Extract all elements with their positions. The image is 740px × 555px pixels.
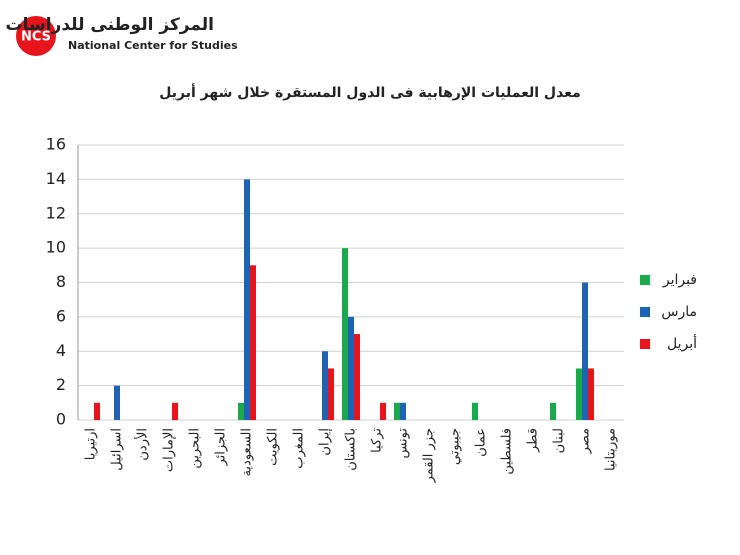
bar: [472, 402, 478, 420]
legend-label: فبراير: [662, 272, 697, 288]
legend-label: أبريل: [667, 334, 697, 352]
x-tick-label: الأردن: [134, 428, 151, 461]
bar: [250, 265, 256, 420]
x-tick-label: المغرب: [292, 428, 307, 469]
bar: [342, 248, 348, 420]
bar: [172, 402, 178, 420]
bar: [394, 402, 400, 420]
legend-swatch: [640, 339, 650, 349]
x-tick-label: تركيا: [370, 428, 385, 453]
x-tick-label: إيران: [318, 428, 333, 456]
y-tick-label: 14: [46, 169, 66, 188]
legend-label: مارس: [661, 304, 697, 320]
x-tick-label: الجزائر: [214, 428, 229, 467]
x-tick-label: موريتانيا: [604, 428, 619, 471]
y-tick-label: 2: [56, 375, 66, 394]
x-tick-label: عمان: [474, 428, 489, 457]
logo-circle: [16, 16, 56, 56]
logo-abbr: NCS: [21, 30, 51, 45]
x-tick-label: الإمارات: [162, 428, 177, 472]
bar: [322, 351, 328, 420]
chart-title: معدل العمليات الإرهابية فى الدول المستقر…: [159, 83, 580, 101]
y-tick-label: 4: [56, 341, 66, 360]
bar: [380, 402, 386, 420]
x-tick-label: جيبوتي: [448, 428, 463, 465]
x-tick-label: البحرين: [188, 428, 203, 469]
bar: [244, 179, 250, 420]
x-tick-label: مصر: [578, 428, 593, 454]
x-tick-label: ارتيريا: [84, 428, 99, 460]
y-tick-label: 0: [56, 410, 66, 429]
x-tick-label: تونس: [396, 428, 411, 459]
x-tick-label: جزر القمر: [422, 428, 437, 483]
x-tick-label: فلسطين: [500, 428, 515, 475]
bar: [354, 334, 360, 420]
logo-name-ar: المركز الوطنى للدراسات: [6, 15, 214, 35]
y-tick-label: 8: [56, 272, 66, 291]
x-tick-label: لبنان: [552, 428, 567, 453]
x-tick-label: الكويت: [266, 428, 281, 466]
bar: [114, 385, 120, 420]
bar: [328, 368, 334, 420]
y-tick-label: 6: [56, 306, 66, 325]
bar: [400, 402, 406, 420]
x-tick-label: قطر: [526, 428, 541, 453]
bar: [348, 316, 354, 420]
bar: [588, 368, 594, 420]
x-tick-label: السعودية: [240, 428, 255, 477]
bar: [550, 402, 556, 420]
y-tick-label: 10: [46, 238, 66, 257]
bar: [576, 368, 582, 420]
logo-name-en: National Center for Studies: [68, 39, 238, 52]
y-tick-label: 16: [46, 135, 66, 154]
y-tick-label: 12: [46, 203, 66, 222]
x-tick-label: اسرائيل: [110, 428, 125, 471]
bar: [582, 282, 588, 420]
bar: [94, 402, 100, 420]
bar: [238, 402, 244, 420]
legend-swatch: [640, 307, 650, 317]
legend-swatch: [640, 275, 650, 285]
x-tick-label: باكستان: [344, 428, 359, 471]
